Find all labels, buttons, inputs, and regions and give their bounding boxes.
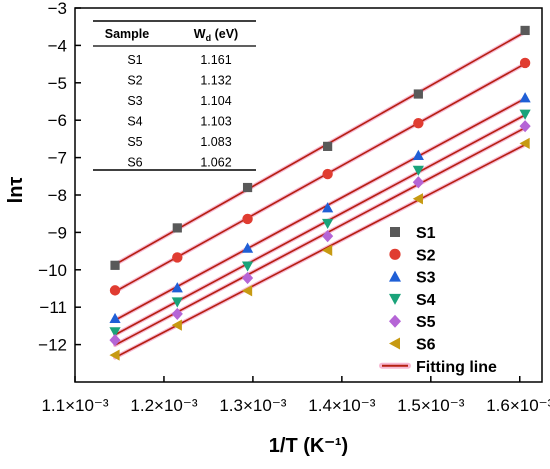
y-tick-label: −6 bbox=[48, 111, 67, 130]
data-point-s2 bbox=[109, 285, 121, 296]
table-cell-energy: 1.062 bbox=[200, 156, 231, 170]
data-point-s2 bbox=[322, 168, 333, 180]
data-point-s3 bbox=[171, 282, 183, 293]
legend: S1 S2 S3 S4 S5 S6 Fitting line bbox=[379, 225, 497, 376]
fit-lines bbox=[113, 30, 528, 360]
data-point-s6 bbox=[322, 244, 333, 256]
y-tick-label: −8 bbox=[48, 186, 67, 205]
legend-label: S5 bbox=[416, 314, 436, 331]
data-point-s4 bbox=[171, 297, 183, 308]
table-cell-energy: 1.083 bbox=[200, 135, 231, 149]
fit-line-s6 bbox=[114, 143, 526, 359]
data-point-s3 bbox=[241, 242, 254, 253]
fit-line-s5 bbox=[114, 127, 526, 346]
data-point-s6 bbox=[412, 193, 423, 205]
data-point-s5 bbox=[109, 334, 121, 347]
fit-line-s3 bbox=[114, 97, 526, 321]
y-tick-label: −12 bbox=[38, 336, 67, 355]
data-point-s6 bbox=[519, 137, 530, 149]
x-axis: 1.1×10⁻³ 1.2×10⁻³ 1.3×10⁻³ 1.4×10⁻³ 1.5×10⁻³… bbox=[41, 376, 550, 415]
data-point-s1 bbox=[323, 141, 333, 151]
x-tick-label: 1.3×10⁻³ bbox=[219, 396, 286, 415]
legend-marker-s4 bbox=[389, 293, 401, 305]
legend-label: Fitting line bbox=[416, 359, 497, 376]
data-point-s1 bbox=[110, 260, 120, 270]
fit-line-s2 bbox=[114, 63, 526, 293]
x-tick-label: 1.6×10⁻³ bbox=[486, 396, 550, 415]
table-cell-sample: S5 bbox=[127, 135, 142, 149]
y-tick-label: −9 bbox=[48, 223, 67, 242]
x-tick-label: 1.5×10⁻³ bbox=[397, 396, 464, 415]
y-tick-label: −4 bbox=[48, 36, 67, 55]
table-cell-energy: 1.103 bbox=[200, 115, 231, 129]
legend-label: S1 bbox=[416, 225, 436, 242]
table-cell-energy: 1.132 bbox=[200, 74, 231, 88]
data-point-s1 bbox=[172, 223, 182, 233]
data-point-s2 bbox=[172, 252, 183, 263]
activation-energy-table: Sample Wd (eV) S1 1.161 S2 1.132 S3 1.104 S4 1.10… bbox=[93, 20, 256, 171]
y-axis-title: lnτ bbox=[5, 177, 27, 204]
data-point-s4 bbox=[241, 261, 254, 272]
table-cell-sample: S1 bbox=[127, 53, 142, 67]
y-tick-label: −5 bbox=[48, 74, 67, 93]
fit-line-s4 bbox=[114, 114, 526, 336]
data-point-s5 bbox=[171, 307, 183, 321]
data-point-s6 bbox=[171, 319, 182, 331]
y-tick-label: −7 bbox=[48, 149, 67, 168]
table-header-w: W bbox=[194, 27, 206, 41]
table-header-sample: Sample bbox=[105, 27, 150, 41]
y-tick-label: −3 bbox=[48, 0, 67, 18]
data-markers bbox=[109, 25, 531, 361]
table-cell-sample: S2 bbox=[127, 74, 142, 88]
legend-marker-s5 bbox=[389, 314, 401, 328]
table-cell-energy: 1.104 bbox=[200, 94, 231, 108]
legend-marker-s2 bbox=[389, 248, 401, 260]
x-tick-label: 1.1×10⁻³ bbox=[41, 396, 108, 415]
data-point-s3 bbox=[412, 149, 424, 160]
data-point-s5 bbox=[519, 120, 531, 133]
data-point-s5 bbox=[412, 176, 424, 189]
data-point-s3 bbox=[519, 92, 531, 103]
table-cell-sample: S4 bbox=[127, 115, 142, 129]
data-point-s4 bbox=[519, 109, 531, 120]
table-header-energy: Wd (eV) bbox=[194, 27, 238, 43]
x-tick-label: 1.2×10⁻³ bbox=[130, 396, 197, 415]
legend-label: S4 bbox=[416, 292, 436, 309]
y-tick-label: −10 bbox=[38, 261, 67, 280]
legend-label: S6 bbox=[416, 337, 436, 354]
legend-label: S2 bbox=[416, 247, 436, 264]
data-point-s4 bbox=[412, 165, 424, 176]
data-point-s6 bbox=[109, 349, 120, 361]
data-point-s1 bbox=[242, 182, 253, 193]
legend-label: S3 bbox=[416, 270, 436, 287]
x-axis-title: 1/T (K⁻¹) bbox=[269, 435, 348, 457]
table-cell-sample: S3 bbox=[127, 94, 142, 108]
legend-marker-s1 bbox=[390, 227, 400, 237]
table-header-unit: (eV) bbox=[211, 27, 238, 41]
data-point-s6 bbox=[241, 285, 253, 297]
table-cell-sample: S6 bbox=[127, 156, 142, 170]
data-point-s5 bbox=[322, 230, 334, 243]
data-point-s4 bbox=[322, 218, 334, 230]
x-tick-label: 1.4×10⁻³ bbox=[308, 396, 375, 415]
data-point-s2 bbox=[519, 57, 531, 69]
table-cell-energy: 1.161 bbox=[200, 53, 231, 67]
data-point-s1 bbox=[413, 89, 423, 99]
table-header-subscript: d bbox=[206, 33, 212, 43]
data-point-s2 bbox=[242, 213, 253, 225]
data-point-s1 bbox=[520, 25, 530, 36]
data-point-s3 bbox=[109, 312, 121, 324]
legend-marker-s3 bbox=[389, 270, 401, 282]
data-point-s2 bbox=[413, 117, 424, 129]
legend-marker-s6 bbox=[389, 337, 400, 350]
data-point-s5 bbox=[241, 271, 254, 285]
data-point-s4 bbox=[109, 327, 121, 338]
fit-line-s1 bbox=[114, 31, 526, 266]
data-point-s3 bbox=[322, 202, 334, 213]
y-axis: −12 −11 −10 −9 −8 −7 −6 −5 −4 −3 bbox=[38, 0, 81, 355]
y-tick-label: −11 bbox=[39, 298, 67, 317]
